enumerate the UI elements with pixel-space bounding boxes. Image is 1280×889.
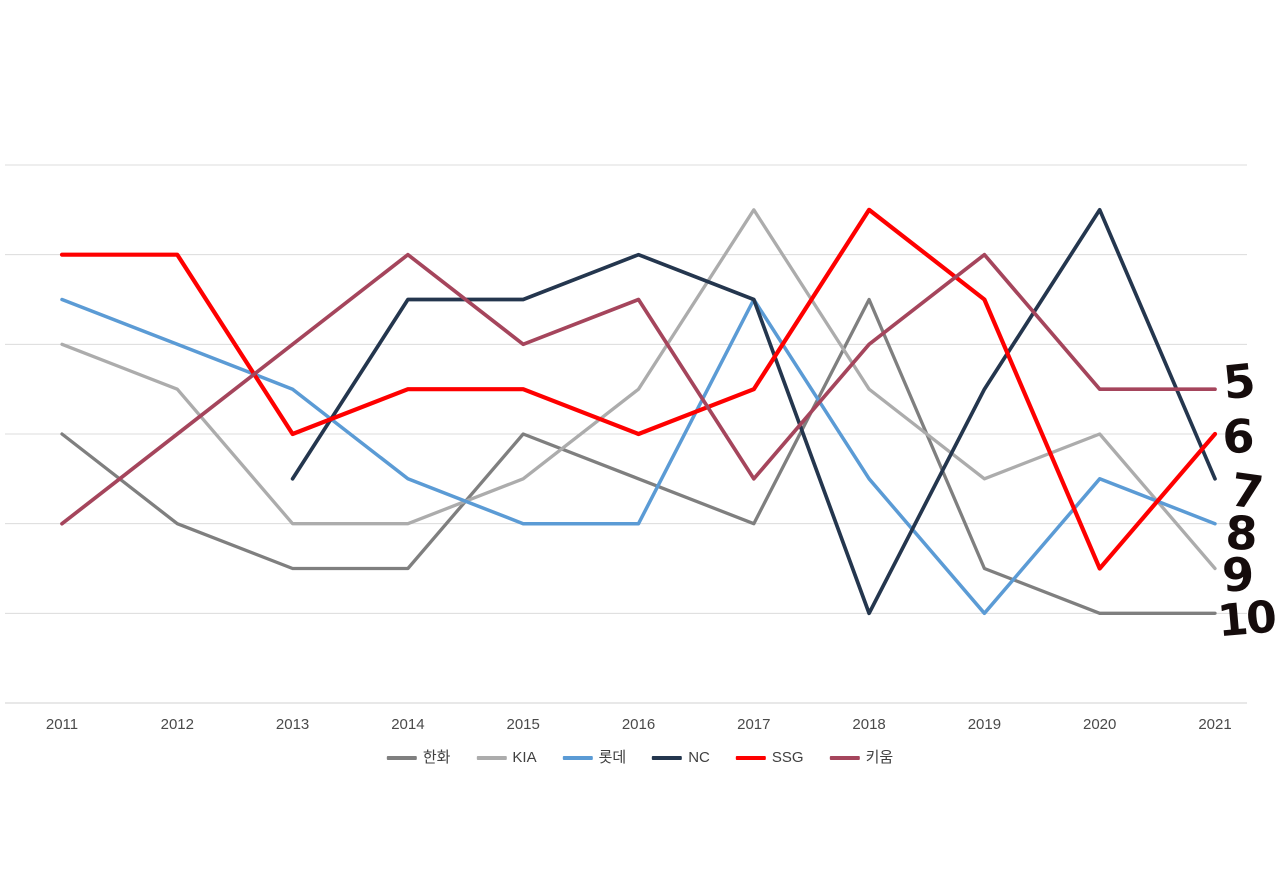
x-axis-label: 2019 bbox=[968, 716, 1001, 733]
legend-swatch-KIA bbox=[476, 755, 507, 760]
legend-swatch-키움 bbox=[829, 755, 860, 760]
legend-swatch-SSG bbox=[735, 755, 766, 760]
x-axis-label: 2013 bbox=[276, 716, 309, 733]
series-line-NC bbox=[290, 207, 1217, 616]
series-line-키움 bbox=[60, 252, 1217, 526]
legend-label: KIA bbox=[512, 749, 537, 766]
legend-swatch-롯데 bbox=[562, 755, 593, 760]
legend-label: SSG bbox=[771, 749, 804, 766]
x-axis-label: 2014 bbox=[391, 716, 424, 733]
legend-item-SSG: SSG bbox=[735, 749, 804, 766]
x-axis-label: 2015 bbox=[507, 716, 540, 733]
legend-swatch-NC bbox=[652, 755, 683, 760]
x-axis-label: 2021 bbox=[1198, 716, 1231, 733]
handwritten-rank-label: 6 bbox=[1221, 409, 1253, 464]
legend-item-키움: 키움 bbox=[829, 749, 894, 766]
x-axis-label: 2016 bbox=[622, 716, 655, 733]
handwritten-rank-label: 9 bbox=[1221, 547, 1254, 602]
handwritten-rank-label: 5 bbox=[1221, 353, 1256, 410]
handwritten-rank-label: 10 bbox=[1216, 591, 1278, 647]
legend-item-NC: NC bbox=[652, 750, 710, 765]
legend-item-한화: 한화 bbox=[386, 749, 451, 766]
x-axis-label: 2018 bbox=[852, 716, 885, 733]
legend-label: 한화 bbox=[422, 749, 451, 766]
handwritten-rank-label: 7 bbox=[1227, 462, 1264, 520]
x-axis-label: 2017 bbox=[737, 716, 770, 733]
x-axis-label: 2012 bbox=[161, 716, 194, 733]
legend-label: 롯데 bbox=[598, 749, 627, 766]
x-axis-label: 2020 bbox=[1083, 716, 1116, 733]
legend-swatch-한화 bbox=[386, 755, 417, 760]
chart-legend: 한화 KIA 롯데 NC SSG 키움 bbox=[386, 749, 894, 766]
legend-label: 키움 bbox=[865, 749, 894, 766]
series-line-KIA bbox=[60, 208, 1217, 571]
x-axis-label: 2011 bbox=[46, 716, 78, 733]
legend-item-KIA: KIA bbox=[476, 749, 537, 766]
series-line-한화 bbox=[60, 297, 1217, 615]
legend-item-롯데: 롯데 bbox=[562, 749, 627, 766]
handwritten-rank-label: 8 bbox=[1225, 506, 1257, 561]
legend-label: NC bbox=[688, 749, 710, 766]
